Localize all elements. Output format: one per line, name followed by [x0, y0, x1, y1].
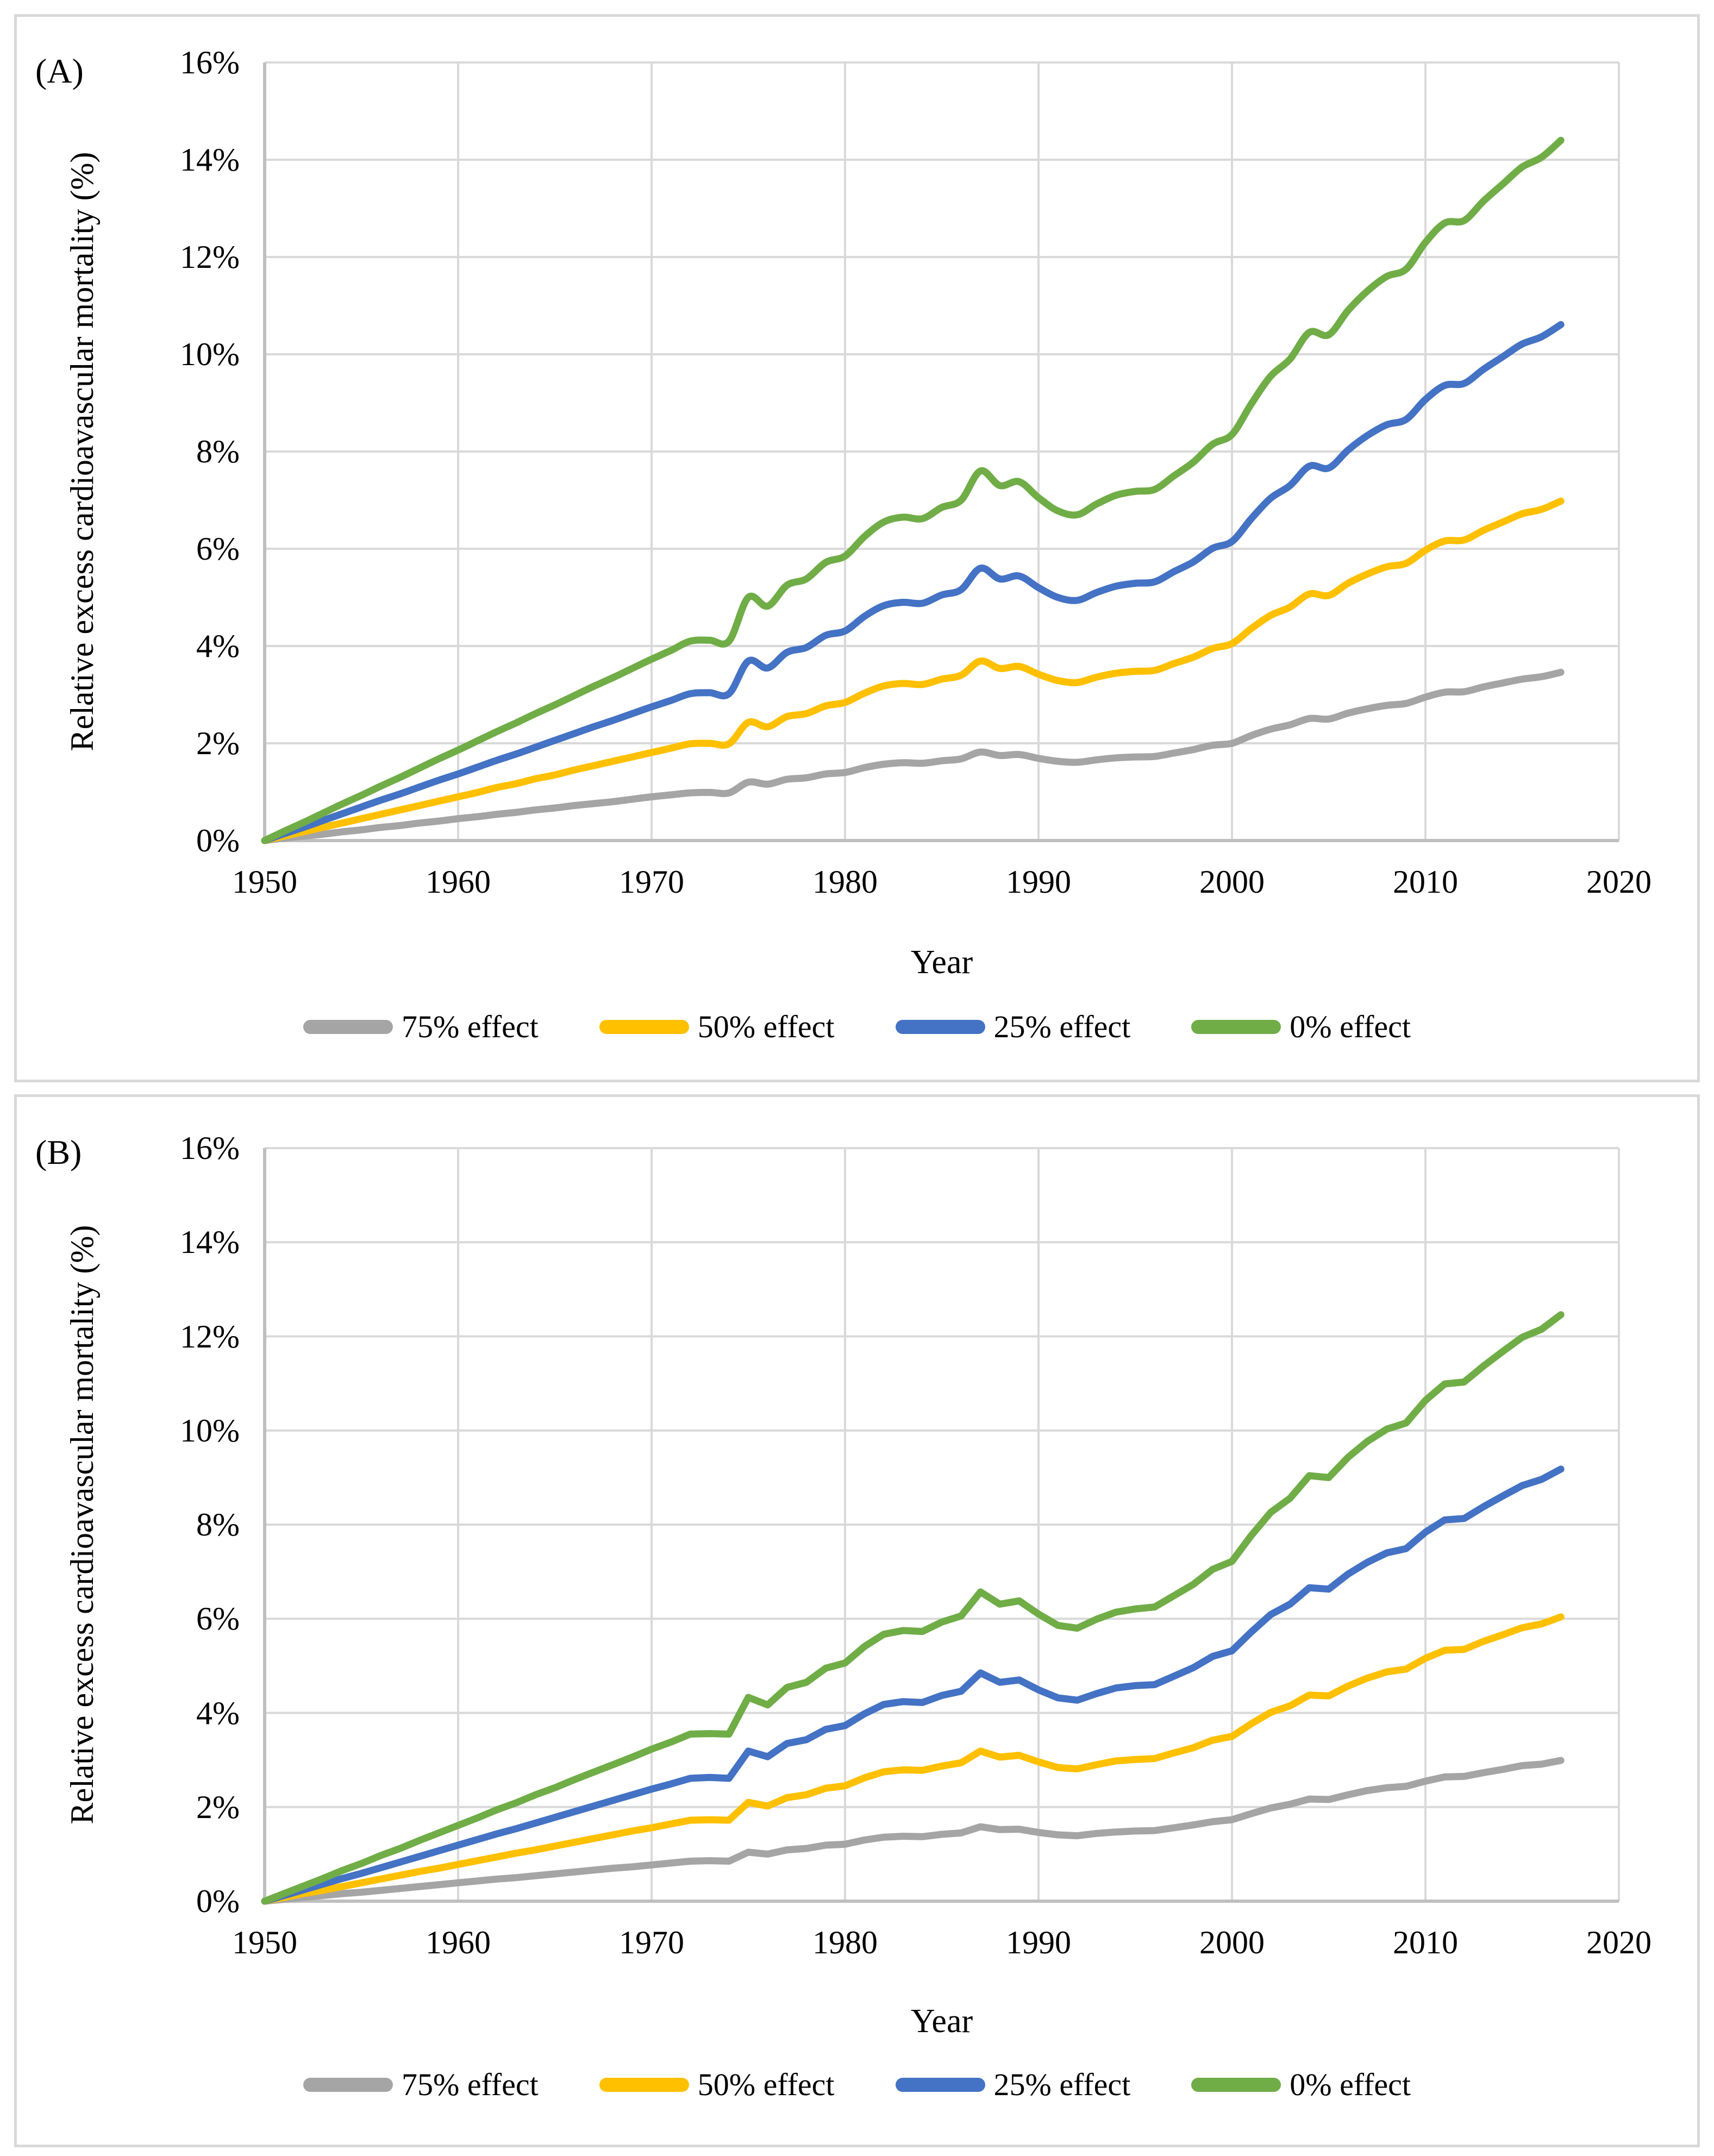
x-axis-title: Year [910, 2003, 973, 2040]
y-tick-label: 12% [180, 1319, 240, 1355]
x-tick-label: 2010 [1393, 1925, 1458, 1960]
y-tick-label: 12% [180, 239, 240, 275]
y-tick-label: 8% [196, 1507, 240, 1543]
series-line-25-effect [261, 321, 1565, 844]
legend-item-0-effect: 0% effect [1191, 1006, 1411, 1048]
series-line-0-effect [261, 136, 1565, 844]
series-line-50-effect [261, 497, 1565, 844]
x-tick-label: 1970 [619, 864, 684, 900]
legend-label: 75% effect [402, 2067, 539, 2102]
legend-swatch-50-effect [599, 2078, 689, 2092]
y-tick-label: 6% [196, 1601, 240, 1637]
panel-a-label: (A) [35, 52, 84, 90]
legend-swatch-25-effect [895, 2078, 985, 2092]
x-tick-label: 1990 [1006, 1925, 1071, 1960]
series-line-50-effect [261, 1613, 1565, 1905]
x-tick-label: 2020 [1586, 1925, 1652, 1960]
legend-swatch-0-effect [1191, 1020, 1281, 1034]
legend-label: 0% effect [1290, 1009, 1411, 1044]
y-tick-label: 4% [196, 628, 240, 664]
legend-item-75-effect: 75% effect [303, 1006, 539, 1048]
y-tick-label: 10% [180, 336, 240, 372]
y-tick-label: 0% [196, 823, 240, 858]
legend-label: 25% effect [993, 2067, 1131, 2102]
y-tick-label: 14% [180, 142, 240, 178]
legend-label: 50% effect [697, 2067, 835, 2102]
y-tick-label: 2% [196, 1789, 240, 1825]
y-tick-label: 10% [180, 1413, 240, 1449]
legend-item-75-effect: 75% effect [303, 2064, 539, 2106]
x-tick-label: 2010 [1393, 864, 1458, 900]
x-tick-label: 1970 [619, 1925, 684, 1960]
plot-area [261, 61, 1620, 844]
series-line-25-effect [261, 1465, 1565, 1905]
legend-label: 75% effect [402, 1009, 539, 1044]
x-tick-label: 1960 [426, 1925, 491, 1960]
legend-item-50-effect: 50% effect [599, 2064, 835, 2106]
panel-b-label: (B) [35, 1133, 82, 1171]
x-axis-title: Year [910, 944, 973, 981]
panel-a: (A) Relative excess cardioavascular mort… [14, 14, 1700, 1082]
legend-swatch-75-effect [303, 1020, 393, 1034]
plot-area [261, 1147, 1620, 1905]
series-line-75-effect [261, 668, 1565, 844]
x-tick-label: 1990 [1006, 864, 1071, 900]
x-tick-label: 1980 [812, 1925, 878, 1960]
series-line-0-effect [261, 1311, 1565, 1905]
legend-swatch-50-effect [599, 1020, 689, 1034]
legend-label: 0% effect [1290, 2067, 1411, 2102]
legend-item-0-effect: 0% effect [1191, 2064, 1411, 2106]
x-tick-label: 1980 [812, 864, 878, 900]
legend-item-25-effect: 25% effect [895, 2064, 1131, 2106]
y-tick-label: 16% [180, 45, 240, 80]
legend-item-50-effect: 50% effect [599, 1006, 835, 1048]
legend-swatch-0-effect [1191, 2078, 1281, 2092]
legend: 75% effect 50% effect 25% effect 0% effect [17, 1006, 1697, 1048]
x-tick-label: 1950 [232, 864, 297, 900]
y-tick-label: 4% [196, 1695, 240, 1731]
legend: 75% effect 50% effect 25% effect 0% effect [17, 2064, 1697, 2106]
legend-swatch-75-effect [303, 2078, 393, 2092]
x-tick-label: 2020 [1586, 864, 1652, 900]
y-tick-label: 16% [180, 1130, 240, 1166]
legend-label: 50% effect [697, 1009, 835, 1044]
series-line-75-effect [261, 1757, 1565, 1905]
y-tick-label: 8% [196, 434, 240, 469]
legend-item-25-effect: 25% effect [895, 1006, 1131, 1048]
panel-b: (B) Relative excess cardioavascular mort… [14, 1094, 1700, 2147]
y-tick-label: 14% [180, 1224, 240, 1260]
legend-label: 25% effect [993, 1009, 1131, 1044]
y-tick-label: 0% [196, 1883, 240, 1919]
x-tick-label: 1950 [232, 1925, 297, 1960]
legend-swatch-25-effect [895, 1020, 985, 1034]
x-tick-label: 2000 [1199, 1925, 1265, 1960]
y-tick-label: 2% [196, 725, 240, 761]
y-tick-label: 6% [196, 531, 240, 567]
x-tick-label: 1960 [426, 864, 491, 900]
x-tick-label: 2000 [1199, 864, 1265, 900]
